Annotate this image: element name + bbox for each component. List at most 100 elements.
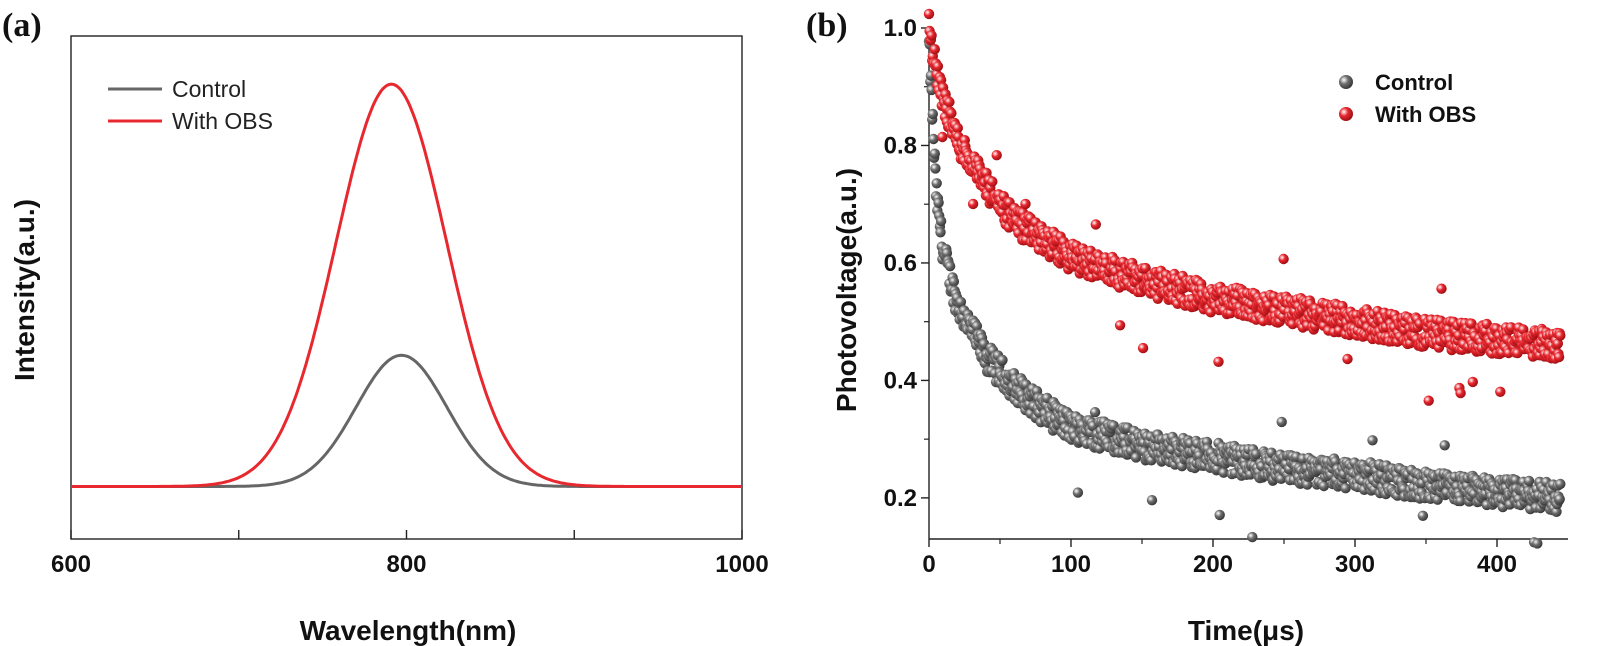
data-point: [971, 320, 983, 332]
panel-a-curves: [71, 82, 742, 488]
x-tick-label: 100: [1051, 551, 1091, 578]
x-tick-label: 400: [1477, 551, 1517, 578]
data-point: [1214, 509, 1225, 521]
data-point: [1455, 495, 1466, 507]
data-point: [1137, 342, 1149, 354]
data-point: [1340, 483, 1351, 494]
legend-with-obs-label: With OBS: [172, 108, 273, 134]
data-point: [929, 148, 940, 159]
data-point: [931, 178, 942, 189]
series-control-line: [71, 353, 742, 488]
panel-a-x-axis-title: Wavelength(nm): [300, 615, 517, 646]
data-point: [1302, 479, 1313, 490]
legend-with-obs-label: With OBS: [1375, 102, 1476, 127]
data-point: [997, 354, 1008, 366]
data-point: [948, 276, 960, 287]
panel-a-legend: Control With OBS: [108, 76, 273, 134]
legend-control-label: Control: [172, 76, 246, 102]
data-point: [1417, 510, 1429, 521]
data-point: [1318, 480, 1330, 492]
series-control-points: [923, 35, 1566, 549]
panel-b-x-axis-title: Time(μs): [1188, 615, 1304, 646]
legend-control-marker: [1339, 75, 1353, 89]
data-point: [929, 44, 940, 55]
legend-with-obs-marker: [1339, 107, 1353, 121]
data-point: [935, 227, 946, 238]
data-point: [1090, 219, 1102, 230]
y-tick-label: 0.6: [884, 250, 917, 277]
data-point: [1555, 330, 1566, 341]
y-tick-label: 0.8: [884, 132, 917, 159]
data-point: [1466, 318, 1477, 329]
x-tick-label: 300: [1335, 551, 1375, 578]
data-point: [991, 150, 1002, 161]
panel-b-label: (b): [806, 7, 848, 44]
data-point: [1218, 467, 1229, 478]
panel-b-ticks: 0 100 200 300 400 0.2 0.4 0.6 0.8 1.0: [884, 15, 1517, 578]
data-point: [1436, 283, 1447, 294]
x-tick-label: 200: [1193, 551, 1233, 578]
data-point: [937, 131, 948, 143]
data-point: [1552, 338, 1564, 349]
data-point: [944, 261, 956, 272]
data-point: [1481, 318, 1493, 330]
x-tick-label: 1000: [715, 551, 768, 578]
panel-b-legend: Control With OBS: [1339, 70, 1476, 127]
panel-b-y-axis-title: Photovoltage(a.u.): [831, 168, 862, 412]
data-point: [941, 247, 953, 259]
x-tick-label: 800: [386, 551, 426, 578]
data-point: [930, 163, 941, 174]
data-point: [946, 108, 957, 119]
data-point: [952, 122, 963, 134]
data-point: [1146, 495, 1158, 506]
panel-a-y-axis-title: Intensity(a.u.): [9, 199, 40, 381]
panel-a-label: (a): [2, 7, 42, 44]
series-with-obs-line: [71, 82, 742, 488]
x-tick-label: 600: [51, 551, 91, 578]
data-point: [1140, 262, 1151, 274]
data-point: [987, 176, 998, 187]
data-point: [1020, 198, 1031, 210]
data-point: [1455, 387, 1466, 399]
x-tick-label: 0: [922, 551, 935, 578]
data-point: [955, 296, 967, 308]
data-point: [1467, 376, 1479, 388]
data-point: [928, 133, 939, 145]
data-point: [1247, 531, 1258, 543]
data-point: [926, 30, 937, 41]
legend-control-label: Control: [1375, 70, 1453, 95]
data-point: [1130, 452, 1142, 463]
panel-a: (a) 600 800 1000 Control With OBS Waveleng…: [2, 7, 769, 646]
data-point: [967, 198, 979, 210]
data-point: [1423, 395, 1434, 406]
data-point: [1495, 386, 1506, 397]
data-point: [1072, 487, 1084, 498]
data-point: [1553, 351, 1565, 363]
data-point: [1551, 506, 1562, 517]
data-point: [1276, 416, 1287, 428]
data-point: [1523, 475, 1535, 487]
data-point: [1213, 356, 1224, 367]
data-point: [935, 215, 947, 227]
data-point: [927, 108, 938, 120]
panel-b-points: [923, 8, 1566, 549]
data-point: [1554, 493, 1565, 505]
data-point: [944, 96, 955, 108]
series-with-obs-points: [923, 8, 1566, 406]
data-point: [932, 61, 944, 72]
data-point: [1439, 440, 1450, 451]
data-point: [923, 8, 935, 20]
y-tick-label: 0.2: [884, 485, 917, 512]
data-point: [1278, 253, 1289, 265]
data-point: [1532, 538, 1543, 549]
data-point: [1342, 353, 1353, 365]
data-point: [1114, 320, 1126, 331]
data-point: [1089, 407, 1101, 418]
y-tick-label: 1.0: [884, 15, 917, 42]
data-point: [1555, 478, 1566, 490]
y-tick-label: 0.4: [884, 367, 918, 394]
data-point: [1367, 435, 1378, 446]
data-point: [933, 197, 944, 208]
panel-a-x-ticks: 600 800 1000: [51, 530, 769, 578]
